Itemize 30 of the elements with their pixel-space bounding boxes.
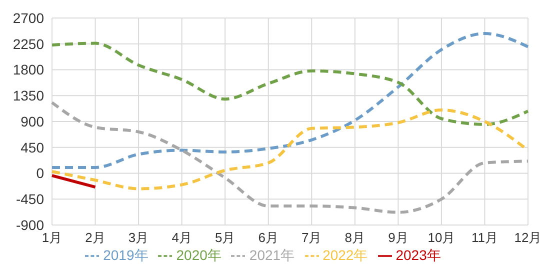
y-tick-label: 1350 (12, 88, 44, 104)
line-series (50, 101, 530, 214)
x-tick-label: 6月 (258, 230, 278, 246)
x-tick-label: 12月 (514, 230, 542, 246)
legend-label: 2023年 (396, 247, 441, 263)
x-tick-label: 2月 (85, 230, 106, 246)
line-series (50, 108, 530, 190)
x-tick-label: 9月 (388, 230, 408, 246)
y-tick-label: 2700 (12, 10, 44, 26)
x-tick-label: 10月 (428, 230, 456, 246)
x-tick-label: 7月 (302, 230, 322, 246)
x-tick-label: 8月 (344, 230, 366, 246)
x-tick-label: 5月 (214, 230, 236, 246)
y-tick-label: 450 (20, 139, 44, 156)
y-tick-label: -900 (16, 216, 44, 233)
legend-label: 2020年 (176, 247, 222, 263)
legend-label: 2019年 (103, 247, 148, 263)
y-tick-label: 0 (36, 165, 44, 182)
x-tick-label: 3月 (128, 230, 149, 246)
y-tick-label: 1800 (12, 62, 44, 78)
y-tick-label: -450 (16, 191, 44, 208)
line-series (50, 42, 530, 126)
line-series (50, 32, 530, 169)
x-tick-label: 4月 (172, 230, 192, 246)
legend-label: 2022年 (322, 247, 368, 263)
legend-label: 2021年 (249, 247, 295, 263)
x-tick-label: 1月 (42, 230, 62, 246)
y-tick-label: 900 (20, 113, 44, 130)
x-tick-label: 11月 (471, 230, 498, 246)
y-tick-label: 2250 (12, 36, 44, 52)
